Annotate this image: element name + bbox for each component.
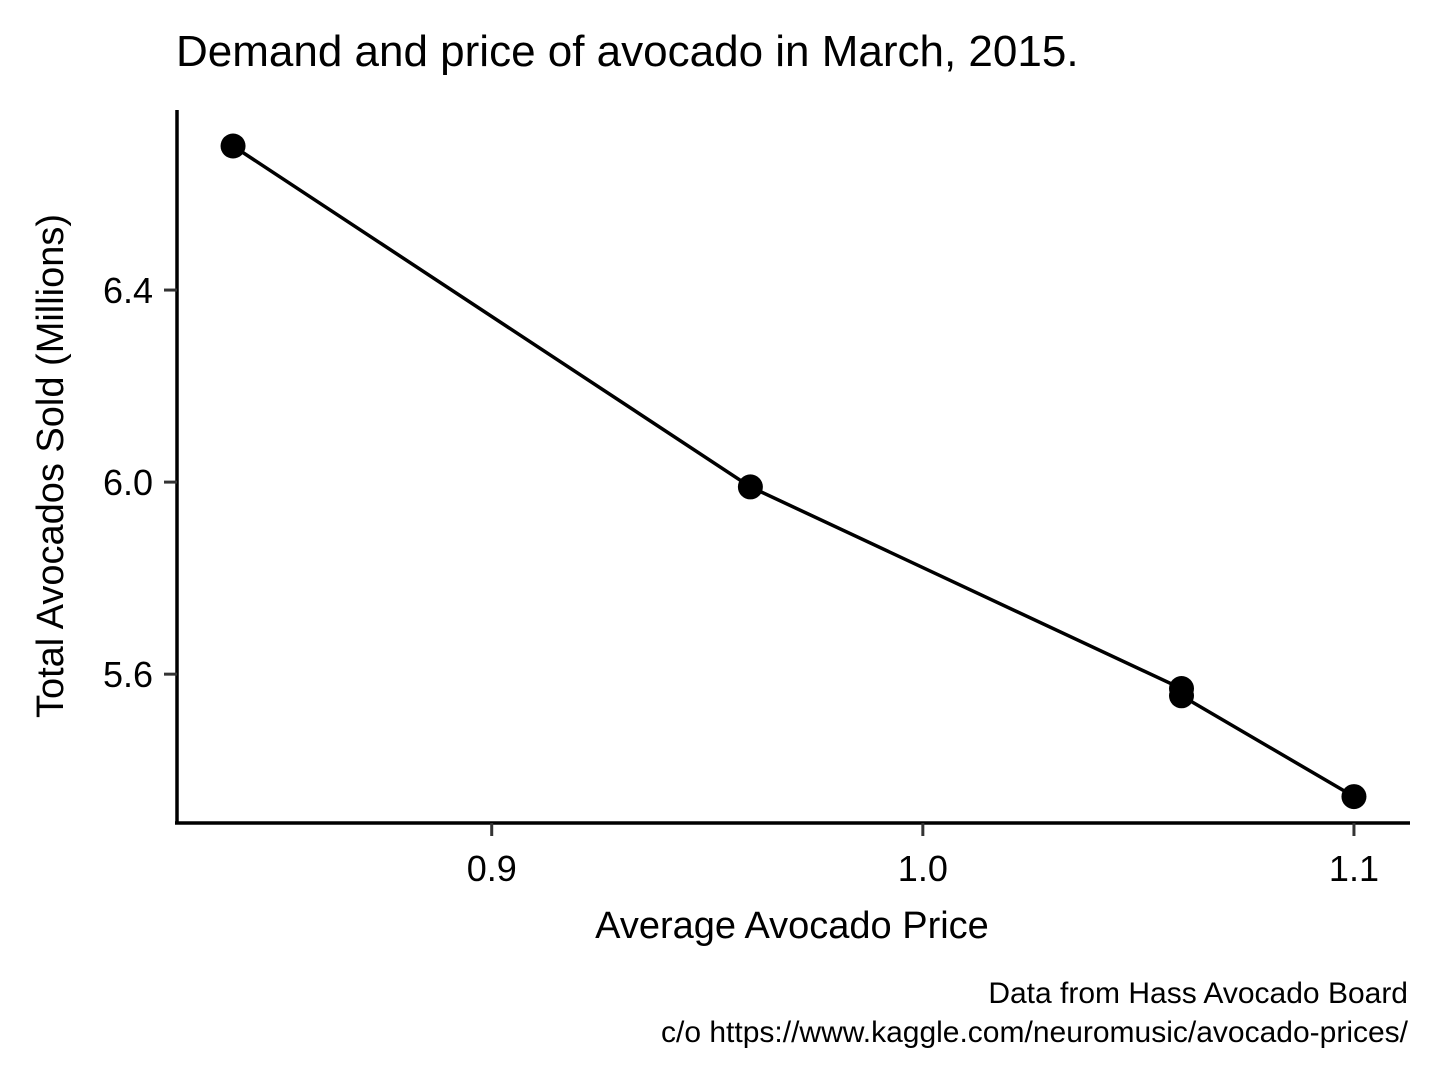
y-tick-label-1: 6.0 [103,462,153,503]
y-tick-label-0: 5.6 [103,654,153,695]
x-tick-label-2: 1.1 [1329,848,1379,889]
data-point-1 [737,474,763,500]
plot-area: 0.9 1.0 1.1 5.6 6.0 6.4 [103,110,1410,889]
caption-line-2: c/o https://www.kaggle.com/neuromusic/av… [661,1016,1409,1049]
x-tick-label-1: 1.0 [898,848,948,889]
y-tick-label-2: 6.4 [103,270,153,311]
points-layer [220,133,1367,810]
chart-title: Demand and price of avocado in March, 20… [176,27,1079,76]
data-point-3 [1169,683,1195,709]
x-tick-label-0: 0.9 [467,848,517,889]
y-axis-title: Total Avocados Sold (Millions) [30,214,72,718]
x-axis-title: Average Avocado Price [595,905,989,947]
data-point-4 [1341,784,1367,810]
axis-ticks: 0.9 1.0 1.1 5.6 6.0 6.4 [103,270,1379,889]
data-point-0 [220,133,246,159]
caption-line-1: Data from Hass Avocado Board [988,977,1408,1010]
